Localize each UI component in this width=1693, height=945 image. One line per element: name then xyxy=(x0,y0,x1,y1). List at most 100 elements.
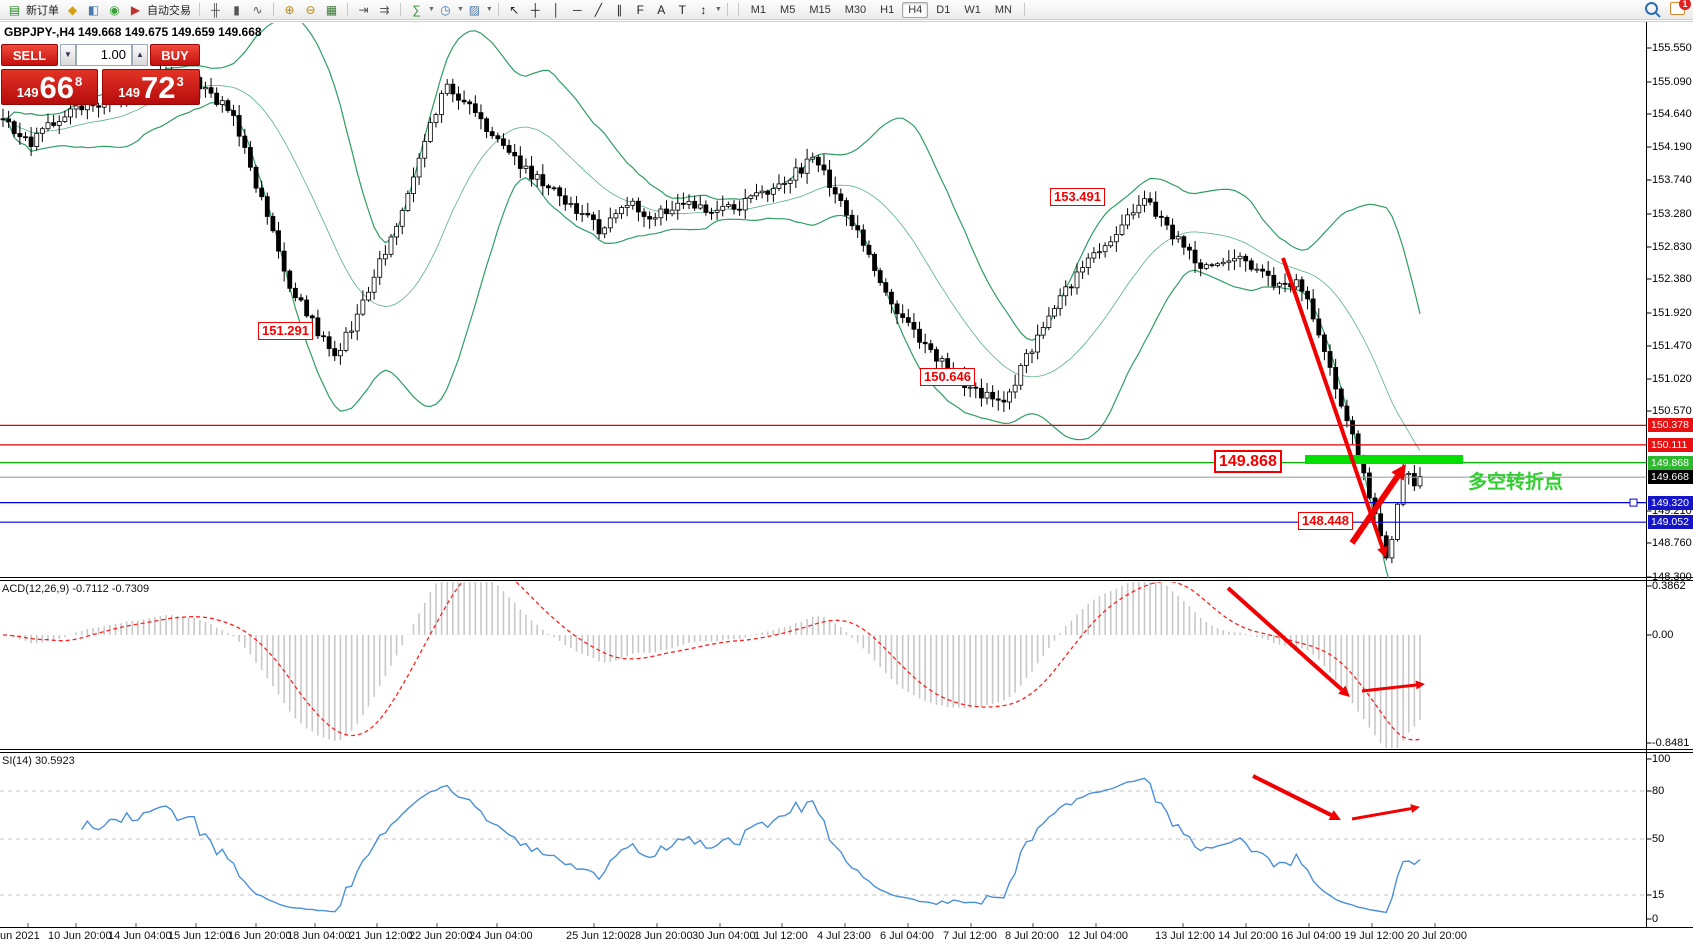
buy-button[interactable]: BUY xyxy=(150,44,200,66)
candlestick-icon[interactable]: ▮ xyxy=(233,2,240,17)
volume-input[interactable]: 1.00 xyxy=(76,44,132,66)
cursor-icon[interactable]: ↖ xyxy=(509,2,520,17)
price-tick: 150.570 xyxy=(1652,405,1692,417)
price-tick: 154.190 xyxy=(1652,141,1692,153)
price-callout[interactable]: 148.448 xyxy=(1298,512,1353,530)
trend-arrow[interactable] xyxy=(1361,680,1425,693)
price-callout[interactable]: 150.646 xyxy=(920,368,975,386)
periods-icon-dropdown[interactable]: ▼ xyxy=(456,6,464,13)
trend-arrow[interactable] xyxy=(1226,586,1350,697)
price-badge: 149.320 xyxy=(1648,496,1693,510)
time-tick: 12 Jul 04:00 xyxy=(1068,930,1128,942)
bar-chart-icon[interactable]: ╫ xyxy=(211,2,220,17)
toolbar-separator xyxy=(273,3,274,16)
toolbar-separator xyxy=(1023,3,1025,16)
timeframe-m15[interactable]: M15 xyxy=(809,3,831,16)
macd-scale-tick: -0.8481 xyxy=(1652,737,1690,749)
notifications-icon[interactable]: 1 xyxy=(1670,0,1691,15)
rsi-scale-tick: 80 xyxy=(1652,785,1665,797)
autotrading-button-label: 自动交易 xyxy=(147,4,191,17)
chart-shift-icon[interactable]: ⇥ xyxy=(358,2,369,17)
time-tick: 16 Jul 04:00 xyxy=(1281,930,1341,942)
indicators-icon-dropdown[interactable]: ▼ xyxy=(428,6,435,13)
tile-windows-icon[interactable]: ▦ xyxy=(325,2,338,17)
green-pivot-zone[interactable] xyxy=(1305,455,1463,464)
price-callout[interactable]: 151.291 xyxy=(258,322,313,340)
timeframe-d1[interactable]: D1 xyxy=(936,3,951,16)
time-tick: 25 Jun 12:00 xyxy=(566,930,630,942)
crosshair-icon[interactable]: ┼ xyxy=(531,2,540,17)
zoom-out-icon[interactable]: ⊖ xyxy=(305,2,316,17)
price-badge: 150.378 xyxy=(1648,418,1693,432)
price-badge: 150.111 xyxy=(1648,438,1693,452)
time-tick: 13 Jul 12:00 xyxy=(1155,930,1215,942)
trendline-icon[interactable]: ╱ xyxy=(594,2,602,17)
rsi-scale-tick: 100 xyxy=(1652,753,1671,765)
profile-icon[interactable]: ◧ xyxy=(87,2,100,17)
sell-button[interactable]: SELL xyxy=(1,44,58,66)
timeframe-w1[interactable]: W1 xyxy=(964,3,981,16)
trend-arrow[interactable] xyxy=(1351,804,1420,821)
zoom-in-icon[interactable]: ⊕ xyxy=(284,2,295,17)
sell-price-display[interactable]: 149 66 8 xyxy=(1,69,98,105)
time-tick: 19 Jul 12:00 xyxy=(1344,930,1404,942)
timeframe-h4[interactable]: H4 xyxy=(902,1,929,18)
notification-badge: 1 xyxy=(1679,0,1691,10)
timeframe-m30[interactable]: M30 xyxy=(844,3,867,16)
search-icon[interactable] xyxy=(1645,2,1658,15)
timeframe-mn[interactable]: MN xyxy=(994,3,1012,16)
price-tick: 151.020 xyxy=(1652,373,1692,385)
toolbar-separator xyxy=(497,3,499,16)
templates-icon[interactable]: ▨ xyxy=(468,2,481,17)
price-tick: 151.920 xyxy=(1652,307,1692,319)
time-tick: 4 Jul 23:00 xyxy=(817,930,871,942)
line-chart-icon[interactable]: ∿ xyxy=(252,2,263,17)
price-callout[interactable]: 149.868 xyxy=(1214,450,1282,473)
timeframe-m5[interactable]: M5 xyxy=(780,3,796,16)
trend-arrow[interactable] xyxy=(1349,464,1406,545)
volume-decrease-button[interactable]: ▼ xyxy=(60,44,76,66)
autotrading-button[interactable]: ▶ xyxy=(130,2,141,17)
signals-icon[interactable]: ◉ xyxy=(109,2,120,17)
time-tick: 8 Jul 20:00 xyxy=(1005,930,1059,942)
auto-scroll-icon[interactable]: ⇉ xyxy=(379,2,390,17)
time-tick: 30 Jun 04:00 xyxy=(692,930,756,942)
price-callout[interactable]: 153.491 xyxy=(1050,188,1105,206)
indicators-icon[interactable]: ∑ xyxy=(412,2,421,17)
price-tick: 152.830 xyxy=(1652,241,1692,253)
horizontal-line-icon[interactable]: ─ xyxy=(573,2,582,17)
macd-indicator-label: ACD(12,26,9) -0.7112 -0.7309 xyxy=(2,583,150,595)
periods-icon[interactable]: ◷ xyxy=(440,2,451,17)
volume-increase-button[interactable]: ▲ xyxy=(132,44,148,66)
trend-arrow[interactable] xyxy=(1281,257,1388,558)
timeframe-h1[interactable]: H1 xyxy=(880,3,895,16)
channel-icon[interactable]: ∥ xyxy=(616,2,623,17)
market-watch-icon[interactable]: ◆ xyxy=(67,2,78,17)
rsi-scale-tick: 15 xyxy=(1652,889,1665,901)
toolbar-separator xyxy=(199,3,200,16)
fibonacci-icon[interactable]: F xyxy=(636,2,644,17)
arrows-icon[interactable]: ↕ xyxy=(700,2,707,17)
text-icon[interactable]: A xyxy=(657,2,666,17)
label-icon[interactable]: T xyxy=(678,2,686,17)
buy-price-display[interactable]: 149 72 3 xyxy=(102,69,200,105)
new-order-button-label: 新订单 xyxy=(26,4,59,17)
buy-price-big: 72 xyxy=(140,70,176,105)
time-tick: 18 Jun 04:00 xyxy=(287,930,351,942)
price-tick: 153.280 xyxy=(1652,208,1692,220)
trend-arrow[interactable] xyxy=(1252,774,1341,820)
macd-scale-tick: 0.00 xyxy=(1652,629,1674,641)
price-badge: 149.668 xyxy=(1648,470,1693,484)
new-order-button[interactable]: ▤ xyxy=(8,2,21,17)
time-tick: 15 Jun 12:00 xyxy=(168,930,232,942)
price-tick: 155.550 xyxy=(1652,42,1692,54)
arrows-icon-dropdown[interactable]: ▼ xyxy=(714,6,722,13)
symbol-ohlc-bar: GBPJPY-,H4 149.668 149.675 149.659 149.6… xyxy=(4,25,262,39)
sell-price-prefix: 149 xyxy=(16,85,39,100)
timeframe-m1[interactable]: M1 xyxy=(750,3,767,16)
templates-icon-dropdown[interactable]: ▼ xyxy=(485,6,493,13)
rsi-scale-tick: 0 xyxy=(1652,913,1659,925)
buy-price-prefix: 149 xyxy=(118,85,140,100)
vertical-line-icon[interactable]: │ xyxy=(552,2,561,17)
